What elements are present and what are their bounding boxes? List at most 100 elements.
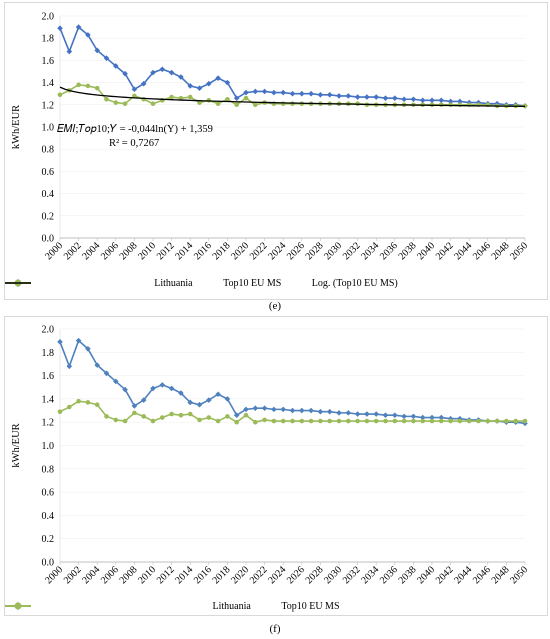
data-point-top10-eu-ms (132, 93, 137, 99)
x-tick-label: 2020 (229, 240, 251, 262)
data-point-top10-eu-ms (215, 101, 221, 106)
data-point-lithuania (299, 90, 305, 97)
data-point-top10-eu-ms (411, 418, 416, 424)
data-point-top10-eu-ms (197, 100, 202, 105)
y-axis-label: kWh/EUR (11, 105, 22, 149)
data-point-top10-eu-ms (104, 414, 109, 419)
x-tick-label: 2050 (508, 564, 530, 586)
data-point-top10-eu-ms (57, 92, 63, 98)
data-point-top10-eu-ms (383, 418, 388, 424)
x-tick-label: 2024 (266, 564, 288, 586)
data-point-top10-eu-ms (485, 418, 491, 424)
data-point-top10-eu-ms (234, 102, 239, 108)
x-tick-label: 2010 (136, 564, 158, 586)
legend-swatch-top10-f (5, 602, 31, 610)
data-point-top10-eu-ms (215, 418, 221, 424)
data-point-top10-eu-ms (206, 415, 212, 420)
data-point-lithuania (178, 74, 184, 80)
data-point-lithuania (140, 80, 147, 87)
data-point-lithuania (401, 413, 407, 420)
x-tick-label: 2034 (359, 564, 381, 586)
data-point-top10-eu-ms (150, 101, 156, 106)
legend-item-top10-f: Top10 EU MS (5, 601, 340, 612)
legend-f: Lithuania Top10 EU MS (5, 601, 547, 612)
data-point-top10-eu-ms (420, 418, 426, 424)
data-point-lithuania (159, 66, 166, 73)
data-point-lithuania (299, 407, 305, 414)
x-tick-label: 2022 (248, 240, 270, 262)
x-tick-label: 2014 (173, 564, 195, 586)
data-point-lithuania (168, 385, 175, 392)
x-tick-label: 2028 (304, 564, 326, 586)
data-point-top10-eu-ms (225, 414, 230, 419)
data-point-lithuania (196, 401, 203, 408)
x-tick-label: 2016 (192, 240, 214, 262)
caption-f: (f) (269, 623, 281, 635)
data-point-top10-eu-ms (457, 102, 463, 108)
data-point-lithuania (280, 406, 286, 413)
data-point-lithuania (215, 75, 221, 81)
y-tick-label: 1.2 (42, 418, 55, 429)
data-point-top10-eu-ms (429, 418, 435, 424)
y-tick-label: 1.6 (42, 56, 55, 67)
x-tick-label: 2038 (397, 564, 419, 586)
y-tick-label: 1.6 (42, 371, 55, 382)
data-point-lithuania (326, 92, 333, 98)
data-point-lithuania (280, 89, 286, 96)
data-point-lithuania (382, 95, 389, 101)
x-tick-label: 2034 (359, 240, 381, 262)
data-point-top10-eu-ms (141, 414, 146, 419)
legend-item-top10-e: Top10 EU MS (5, 278, 281, 289)
data-point-top10-eu-ms (253, 419, 258, 425)
data-point-lithuania (206, 80, 212, 87)
data-point-lithuania (457, 98, 463, 105)
caption-e: (e) (268, 300, 282, 312)
legend-label-top10-f: Top10 EU MS (281, 601, 340, 612)
data-point-lithuania (261, 405, 268, 412)
data-point-lithuania (392, 95, 398, 101)
y-tick-label: 0.2 (42, 211, 55, 222)
x-tick-label: 2014 (173, 240, 195, 262)
data-point-lithuania (85, 32, 91, 38)
chart-panel-e: 0.0 0.2 0.4 0.6 0.8 1.0 1.2 1.4 1.6 1.8 2.0 2000 200… (4, 2, 548, 300)
data-point-top10-eu-ms (476, 418, 481, 424)
data-point-lithuania (131, 86, 138, 93)
data-point-top10-eu-ms (280, 101, 286, 106)
x-tick-label: 2036 (378, 240, 400, 262)
x-tick-label: 2002 (62, 564, 84, 586)
data-point-top10-eu-ms (113, 100, 119, 105)
data-point-lithuania (271, 406, 277, 413)
data-point-lithuania (317, 408, 324, 415)
data-point-lithuania (522, 420, 528, 427)
x-tick-label: 2008 (118, 564, 140, 586)
data-point-top10-eu-ms (280, 418, 286, 424)
legend-label-lithuania-f: Lithuania (212, 601, 251, 612)
y-tick-label: 0.0 (42, 234, 55, 245)
x-tick-label: 2050 (508, 240, 530, 262)
data-point-top10-eu-ms (513, 418, 518, 424)
data-point-lithuania (75, 24, 82, 30)
x-tick-label: 2024 (266, 240, 288, 262)
trendline-r2-e: R² = 0,7267 (109, 138, 160, 149)
data-point-top10-eu-ms (243, 412, 249, 418)
y-tick-label: 1.0 (42, 441, 55, 452)
data-point-top10-eu-ms (327, 418, 333, 424)
data-point-lithuania (419, 97, 426, 104)
data-point-lithuania (354, 411, 361, 417)
legend-item-lithuania-f: Lithuania (5, 601, 251, 612)
data-point-top10-eu-ms (271, 418, 277, 424)
data-point-top10-eu-ms (122, 418, 128, 424)
data-point-top10-eu-ms (169, 411, 174, 417)
data-point-top10-eu-ms (113, 417, 119, 423)
x-tick-label: 2026 (285, 564, 307, 586)
data-point-lithuania (252, 88, 259, 95)
data-point-lithuania (140, 397, 147, 403)
data-point-lithuania (336, 93, 342, 99)
x-tick-label: 2046 (471, 564, 493, 586)
data-point-lithuania (66, 363, 73, 370)
data-point-top10-eu-ms (132, 410, 137, 416)
x-tick-label: 2040 (415, 564, 437, 586)
data-point-top10-eu-ms (122, 101, 128, 106)
data-point-lithuania (57, 339, 63, 345)
data-point-lithuania (159, 382, 166, 388)
